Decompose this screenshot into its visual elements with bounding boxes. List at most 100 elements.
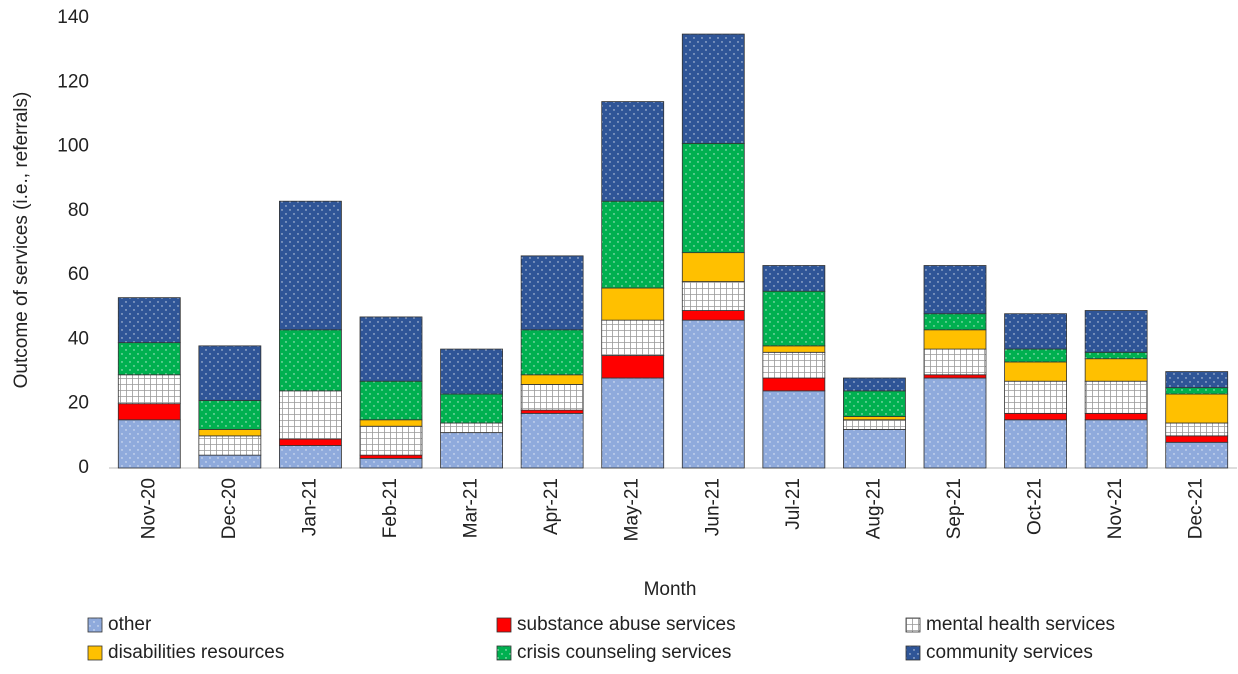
x-tick-label: Nov-20 [138,478,159,539]
bar-segment [1084,358,1148,382]
bar-segment [601,319,665,356]
bar-segment [923,329,987,350]
bar-segment [681,310,745,321]
bar-segment [520,255,584,331]
x-tick-label: Dec-20 [219,478,240,539]
x-tick-label: Dec-21 [1186,478,1207,539]
legend-label: crisis counseling services [517,642,731,663]
legend-swatch [905,645,921,661]
bar-segment [117,342,181,376]
x-tick-label: Feb-21 [380,478,401,538]
bar-segment [279,390,342,440]
x-tick-label: Aug-21 [863,478,884,539]
bar-segment [440,422,503,434]
y-tick-label: 0 [78,457,89,478]
bar-segment [843,416,906,421]
bar-segment [843,390,906,417]
bar-segment [520,412,584,469]
bar-segment [1084,412,1148,421]
y-axis-title: Outcome of services (i.e., referrals) [11,92,32,389]
x-tick-label: Oct-21 [1025,478,1046,535]
bar-segment [762,351,826,379]
bar-segment [440,348,503,395]
y-tick-label: 120 [57,71,89,92]
bar-segment [1004,348,1067,363]
x-tick-label: Jun-21 [702,478,723,536]
bar-segment [1004,380,1067,414]
y-tick-label: 20 [68,393,89,414]
bar-segment [198,454,262,469]
bar-segment [117,419,181,469]
bar-segment [117,403,181,421]
y-tick-label: 140 [57,7,89,28]
bar-segment [923,348,987,376]
bar-segment [843,419,906,430]
x-tick-label: May-21 [622,478,643,541]
bar-segment [440,432,503,469]
bar-segment [923,265,987,315]
bar-segment [359,457,423,469]
bar-segment [923,374,987,379]
bar-segment [1004,313,1067,350]
legend-swatch [496,645,512,661]
legend-swatch [87,645,103,661]
bar-segment [681,319,745,469]
bar-segment [681,33,745,144]
legend-label: community services [926,642,1093,663]
bar-segment [762,377,826,392]
bar-segment [843,377,906,392]
bar-segment [440,393,503,424]
bar-segment [1165,371,1229,389]
bar-segment [1084,419,1148,469]
x-tick-label: Jul-21 [783,478,804,530]
bar-segment [762,390,826,469]
x-tick-label: Jan-21 [299,478,320,536]
bar-segment [681,252,745,282]
bar-segment [520,384,584,411]
bar-segment [1004,361,1067,382]
x-tick-label: Apr-21 [541,478,562,535]
bar-segment [279,200,342,331]
bar-segment [198,345,262,401]
legend-swatch [905,617,921,633]
bar-segment [359,419,423,427]
bar-segment [1165,393,1229,424]
bar-segment [1084,380,1148,414]
bar-segment [279,445,342,469]
x-tick-label: Nov-21 [1105,478,1126,539]
bar-segment [359,425,423,456]
bar-segment [117,297,181,344]
bar-segment [359,380,423,421]
bar-segment [359,316,423,382]
bar-segment [520,374,584,385]
bar-segment [601,200,665,289]
x-tick-label: Sep-21 [944,478,965,539]
bar-segment [198,400,262,430]
bar-segment [681,142,745,254]
bar-segment [1004,412,1067,421]
y-tick-label: 40 [68,328,89,349]
bar-segment [1004,419,1067,469]
legend-label: disabilities resources [108,642,284,663]
bar-segment [198,435,262,456]
y-tick-label: 60 [68,264,89,285]
bar-segment [279,438,342,446]
bar-segment [1084,351,1148,360]
legend-label: mental health services [926,614,1115,635]
bar-segment [198,429,262,437]
bar-segment [762,345,826,353]
bar-segment [601,377,665,469]
y-tick-label: 100 [57,136,89,157]
y-tick-label: 80 [68,200,89,221]
bar-segment [601,101,665,202]
bar-segment [1165,435,1229,443]
bar-segment [601,287,665,321]
legend-swatch [87,617,103,633]
bar-segment [762,265,826,292]
bar-segment [520,409,584,414]
bar-segment [762,290,826,347]
bar-segment [843,429,906,469]
bar-segment [1165,422,1229,437]
x-axis-title: Month [644,579,697,600]
